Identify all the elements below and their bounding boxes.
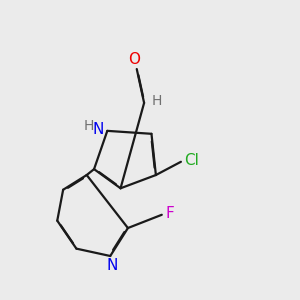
Text: O: O bbox=[128, 52, 140, 67]
Text: H: H bbox=[152, 94, 162, 108]
Text: F: F bbox=[165, 206, 174, 221]
Text: N: N bbox=[106, 258, 117, 273]
Text: Cl: Cl bbox=[184, 153, 199, 168]
Text: H: H bbox=[84, 119, 94, 134]
Text: N: N bbox=[93, 122, 104, 137]
